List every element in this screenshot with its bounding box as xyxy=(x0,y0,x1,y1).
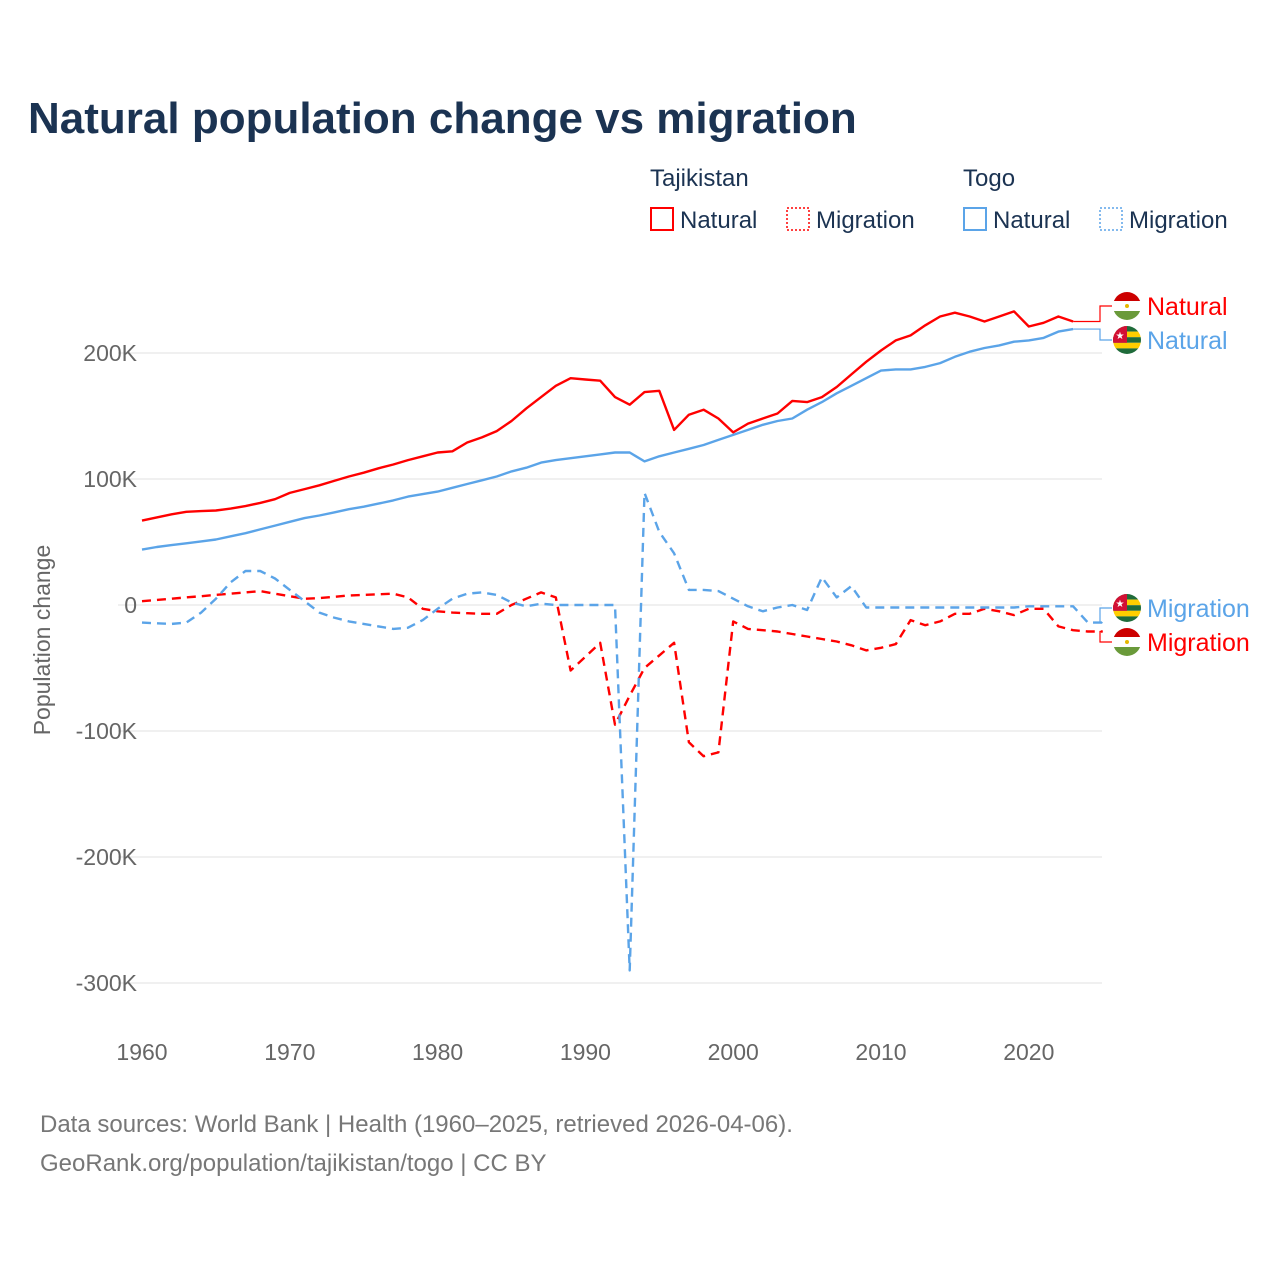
series-lines xyxy=(141,310,1103,972)
flag-stripe xyxy=(1113,311,1141,320)
crown-icon xyxy=(1125,304,1129,308)
y-axis: 200K 100K 0 -100K -200K -300K xyxy=(76,340,138,996)
tajikistan-flag-icon xyxy=(1113,292,1141,320)
legend-item-label: Migration xyxy=(816,207,915,234)
series-line-tajikistan-migration xyxy=(141,589,1103,758)
crown-icon xyxy=(1125,640,1129,644)
star-icon: ★ xyxy=(1116,599,1125,610)
y-tick-label: -200K xyxy=(76,844,138,870)
y-tick-label: -300K xyxy=(76,970,138,996)
y-tick-label: 0 xyxy=(124,592,137,618)
y-tick-label: 200K xyxy=(83,340,137,366)
x-tick-label: 2010 xyxy=(855,1039,906,1065)
x-axis: 1960 1970 1980 1990 2000 2010 2020 xyxy=(116,1039,1054,1065)
legend-swatch xyxy=(963,207,987,231)
x-tick-label: 1980 xyxy=(412,1039,463,1065)
legend-item-label: Natural xyxy=(680,207,757,234)
end-label-togo-natural: Natural xyxy=(1147,327,1228,355)
legend-item-label: Migration xyxy=(1129,207,1228,234)
x-tick-label: 1990 xyxy=(560,1039,611,1065)
flag-stripe xyxy=(1113,616,1141,622)
flag-stripe xyxy=(1113,342,1141,349)
y-tick-label: -100K xyxy=(76,718,138,744)
legend: Tajikistan Natural Migration Togo Natural Mig… xyxy=(650,165,1228,234)
x-tick-label: 1970 xyxy=(264,1039,315,1065)
legend-item-label: Natural xyxy=(993,207,1070,234)
series-line-togo-migration xyxy=(141,491,1103,972)
legend-group-title: Tajikistan xyxy=(650,165,749,192)
end-label-tajikistan-natural: Natural xyxy=(1147,293,1228,321)
chart-title: Natural population change vs migration xyxy=(28,94,857,143)
legend-group-title: Togo xyxy=(963,165,1015,192)
x-tick-label: 1960 xyxy=(116,1039,167,1065)
togo-flag-icon: ★ xyxy=(1113,326,1141,354)
flag-body: ★ xyxy=(1113,326,1141,354)
label-connector xyxy=(1073,305,1112,323)
legend-swatch xyxy=(1099,207,1123,231)
label-connector xyxy=(1073,328,1112,341)
end-labels: Natural ★ Natural Migration ★ Migration xyxy=(1073,292,1250,657)
legend-swatch xyxy=(786,207,810,231)
end-label-tajikistan-migration: Migration xyxy=(1147,629,1250,657)
flag-stripe xyxy=(1113,628,1141,637)
y-tick-label: 100K xyxy=(83,466,137,492)
flag-body xyxy=(1113,628,1141,656)
end-label-togo-migration: Migration xyxy=(1147,595,1250,623)
flag-body: ★ xyxy=(1113,594,1141,622)
x-tick-label: 2020 xyxy=(1003,1039,1054,1065)
flag-stripe xyxy=(1113,292,1141,301)
legend-swatch xyxy=(650,207,674,231)
footer-source: Data sources: World Bank | Health (1960–… xyxy=(40,1111,793,1138)
series-line-tajikistan-natural xyxy=(141,310,1074,522)
flag-stripe xyxy=(1113,610,1141,617)
togo-flag-icon: ★ xyxy=(1113,594,1141,622)
flag-stripe xyxy=(1113,348,1141,354)
flag-body xyxy=(1113,292,1141,320)
label-connector xyxy=(1099,607,1112,624)
series-line-togo-natural xyxy=(141,327,1074,551)
label-connector xyxy=(1099,630,1112,643)
tajikistan-flag-icon xyxy=(1113,628,1141,656)
y-axis-label: Population change xyxy=(29,545,55,736)
star-icon: ★ xyxy=(1116,331,1125,342)
x-tick-label: 2000 xyxy=(708,1039,759,1065)
grid xyxy=(118,352,1102,984)
footer-url[interactable]: GeoRank.org/population/tajikistan/togo |… xyxy=(40,1150,547,1177)
flag-stripe xyxy=(1113,647,1141,656)
